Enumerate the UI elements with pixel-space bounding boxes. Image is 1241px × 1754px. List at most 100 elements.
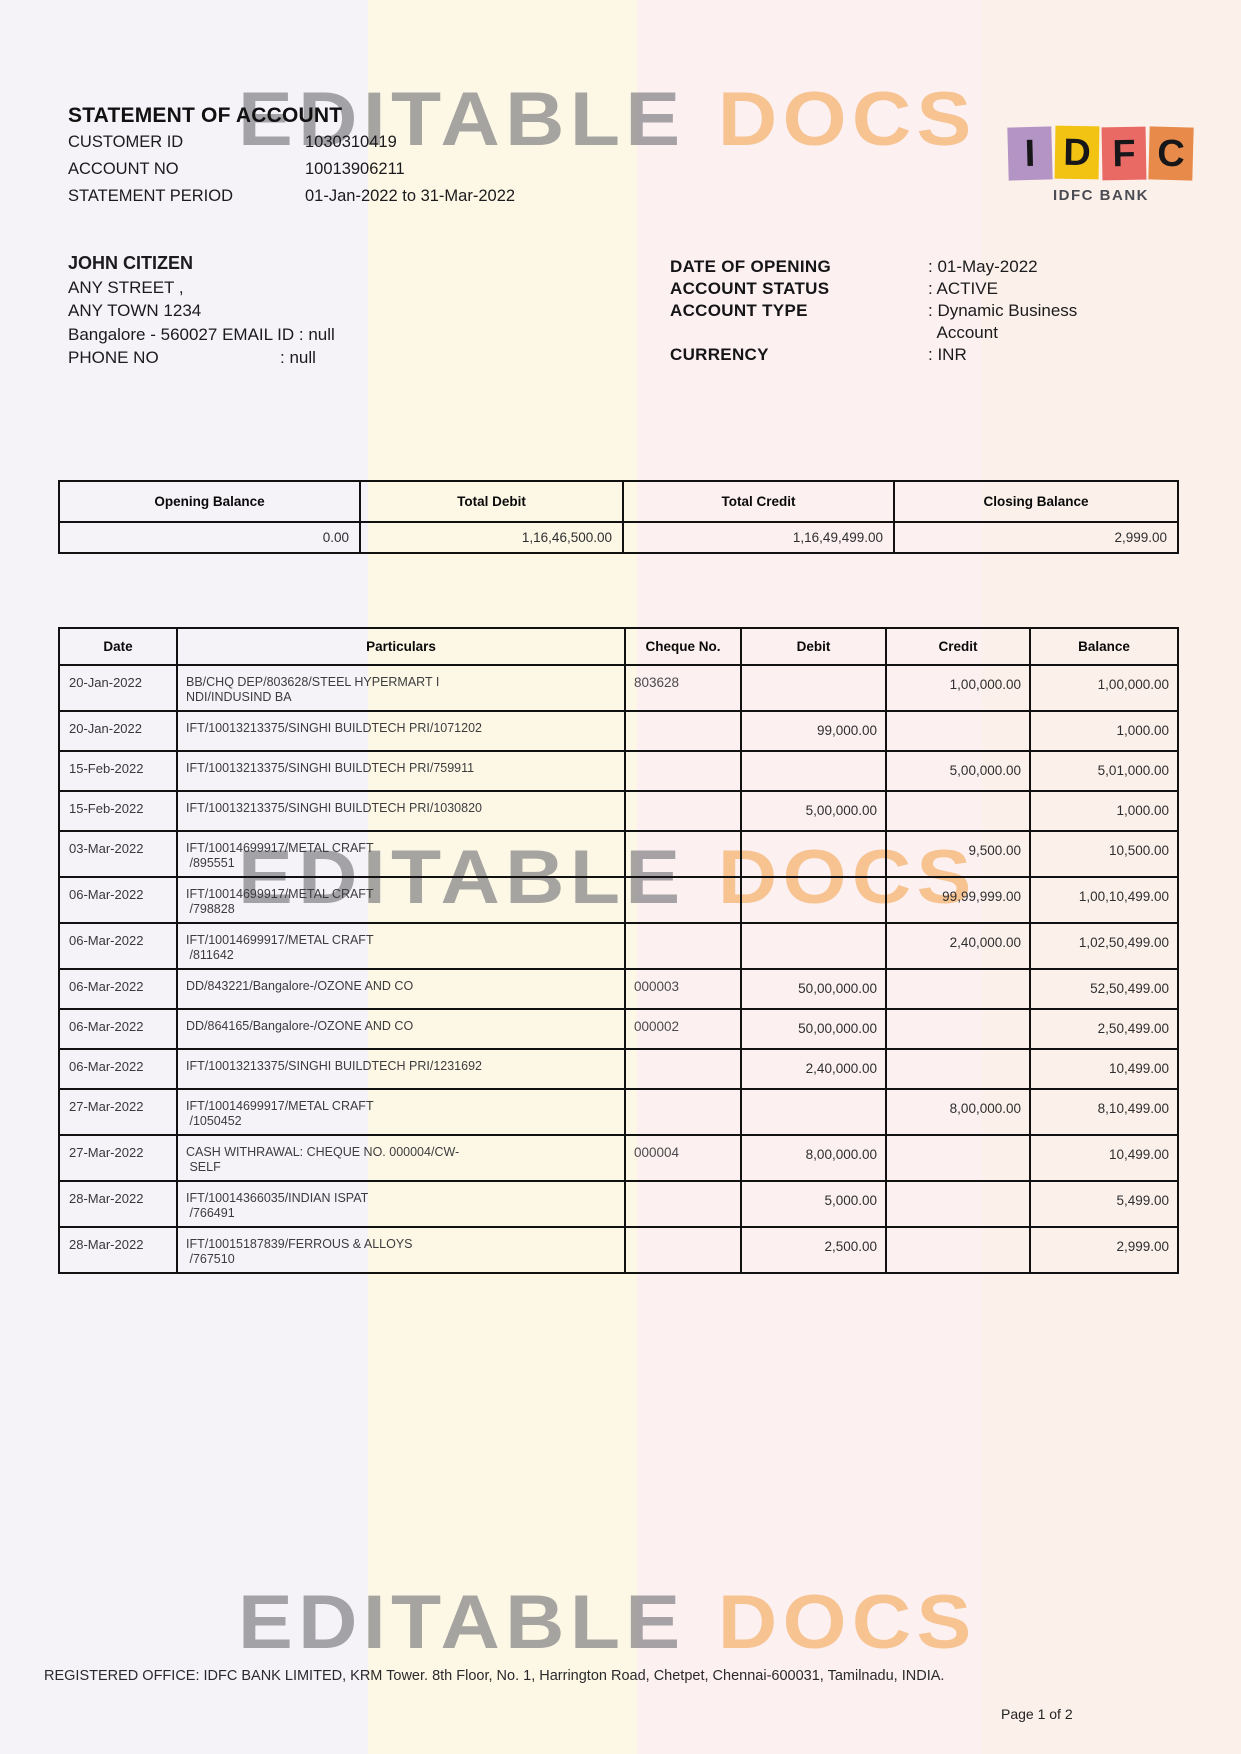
cell-balance: 5,499.00 xyxy=(1029,1180,1179,1228)
cell-particulars: IFT/10013213375/SINGHI BUILDTECH PRI/107… xyxy=(176,710,626,752)
logo-letter-i: I xyxy=(1007,126,1053,181)
cell-date: 15-Feb-2022 xyxy=(58,790,178,832)
cell-particulars: IFT/10014699917/METAL CRAFT /811642 xyxy=(176,922,626,970)
cell-particulars: IFT/10014366035/INDIAN ISPAT /766491 xyxy=(176,1180,626,1228)
cell-credit xyxy=(885,1008,1031,1050)
summary-header-cell: Opening Balance xyxy=(58,480,361,523)
cell-cheque xyxy=(624,1180,742,1228)
account-type-row: ACCOUNT TYPE : Dynamic Business Account xyxy=(670,300,1077,344)
cell-balance: 2,50,499.00 xyxy=(1029,1008,1179,1050)
currency-value: : INR xyxy=(928,345,967,364)
currency-row: CURRENCY : INR xyxy=(670,344,1077,366)
cell-date: 20-Jan-2022 xyxy=(58,664,178,712)
cell-cheque xyxy=(624,750,742,792)
summary-values-row: 0.00 1,16,46,500.00 1,16,49,499.00 2,999.00 xyxy=(58,521,1179,554)
account-status-row: ACCOUNT STATUS : ACTIVE xyxy=(670,278,1077,300)
watermark-docs-text: DOCS xyxy=(717,77,977,162)
date-of-opening-value: : 01-May-2022 xyxy=(928,257,1038,276)
cell-cheque xyxy=(624,922,742,970)
logo-letter-d: D xyxy=(1054,125,1100,180)
transactions-header-cell: Debit xyxy=(740,627,887,666)
summary-header-cell: Total Debit xyxy=(359,480,624,523)
idfc-bank-logo: I D F C IDFC BANK xyxy=(1007,125,1194,204)
account-identifiers: CUSTOMER ID 1030310419 ACCOUNT NO 10013906… xyxy=(68,133,515,214)
cell-particulars: DD/843221/Bangalore-/OZONE AND CO xyxy=(176,968,626,1010)
page-indicator: Page 1 of 2 xyxy=(1001,1706,1073,1722)
transactions-header-cell: Credit xyxy=(885,627,1031,666)
transactions-body: 20-Jan-2022 BB/CHQ DEP/803628/STEEL HYPER… xyxy=(58,664,1179,1274)
transaction-row: 27-Mar-2022 IFT/10014699917/METAL CRAFT /… xyxy=(58,1088,1179,1136)
cell-credit: 2,40,000.00 xyxy=(885,922,1031,970)
cell-credit xyxy=(885,1180,1031,1228)
cell-balance: 10,499.00 xyxy=(1029,1134,1179,1182)
customer-id-label: CUSTOMER ID xyxy=(68,133,184,151)
cell-cheque xyxy=(624,1088,742,1136)
cell-debit xyxy=(740,876,887,924)
cell-date: 15-Feb-2022 xyxy=(58,750,178,792)
cell-debit: 5,00,000.00 xyxy=(740,790,887,832)
cell-cheque: 803628 xyxy=(624,664,742,712)
cell-cheque xyxy=(624,830,742,878)
cell-balance: 10,499.00 xyxy=(1029,1048,1179,1090)
summary-header-cell: Total Credit xyxy=(622,480,895,523)
cell-date: 06-Mar-2022 xyxy=(58,922,178,970)
date-of-opening-row: DATE OF OPENING : 01-May-2022 xyxy=(670,256,1077,278)
account-details-block: DATE OF OPENING : 01-May-2022 ACCOUNT ST… xyxy=(670,256,1077,366)
cell-date: 28-Mar-2022 xyxy=(58,1226,178,1274)
statement-period-row: STATEMENT PERIOD 01-Jan-2022 to 31-Mar-20… xyxy=(68,187,515,214)
cell-date: 27-Mar-2022 xyxy=(58,1088,178,1136)
phone-label: PHONE NO xyxy=(68,348,159,367)
cell-particulars: IFT/10013213375/SINGHI BUILDTECH PRI/759… xyxy=(176,750,626,792)
cell-debit xyxy=(740,1088,887,1136)
cell-credit: 9,500.00 xyxy=(885,830,1031,878)
account-no-label: ACCOUNT NO xyxy=(68,160,179,178)
cell-cheque: 000003 xyxy=(624,968,742,1010)
transaction-row: 20-Jan-2022 IFT/10013213375/SINGHI BUILDT… xyxy=(58,710,1179,752)
cell-cheque xyxy=(624,710,742,752)
cell-date: 06-Mar-2022 xyxy=(58,968,178,1010)
account-type-value: : Dynamic Business Account xyxy=(928,301,1078,342)
account-no-row: ACCOUNT NO 10013906211 xyxy=(68,160,515,187)
cell-credit xyxy=(885,1048,1031,1090)
cell-particulars: IFT/10013213375/SINGHI BUILDTECH PRI/123… xyxy=(176,1048,626,1090)
cell-debit: 8,00,000.00 xyxy=(740,1134,887,1182)
summary-header-cell: Closing Balance xyxy=(893,480,1179,523)
transactions-header-row: Date Particulars Cheque No. Debit Credit Bala… xyxy=(58,627,1179,666)
transaction-row: 15-Feb-2022 IFT/10013213375/SINGHI BUILDT… xyxy=(58,750,1179,792)
cell-balance: 10,500.00 xyxy=(1029,830,1179,878)
customer-id-value: 1030310419 xyxy=(305,133,397,151)
transaction-row: 28-Mar-2022 IFT/10015187839/FERROUS & ALL… xyxy=(58,1226,1179,1274)
cell-particulars: IFT/10013213375/SINGHI BUILDTECH PRI/103… xyxy=(176,790,626,832)
transaction-row: 15-Feb-2022 IFT/10013213375/SINGHI BUILDT… xyxy=(58,790,1179,832)
cell-balance: 8,10,499.00 xyxy=(1029,1088,1179,1136)
cell-credit: 8,00,000.00 xyxy=(885,1088,1031,1136)
cell-debit: 2,500.00 xyxy=(740,1226,887,1274)
transactions-header-cell: Particulars xyxy=(176,627,626,666)
account-status-value: : ACTIVE xyxy=(928,279,998,298)
cell-credit xyxy=(885,710,1031,752)
statement-period-value: 01-Jan-2022 to 31-Mar-2022 xyxy=(305,187,516,205)
cell-date: 06-Mar-2022 xyxy=(58,1008,178,1050)
cell-cheque: 000004 xyxy=(624,1134,742,1182)
bank-name-text: IDFC BANK xyxy=(1053,187,1149,204)
transaction-row: 20-Jan-2022 BB/CHQ DEP/803628/STEEL HYPER… xyxy=(58,664,1179,712)
transaction-row: 06-Mar-2022 IFT/10014699917/METAL CRAFT /… xyxy=(58,876,1179,924)
phone-value: : null xyxy=(280,348,316,367)
customer-phone-row: PHONE NO : null xyxy=(68,346,335,370)
summary-table: Opening Balance Total Debit Total Credit Cl… xyxy=(58,480,1179,554)
cell-date: 06-Mar-2022 xyxy=(58,1048,178,1090)
cell-particulars: IFT/10015187839/FERROUS & ALLOYS /767510 xyxy=(176,1226,626,1274)
cell-balance: 1,000.00 xyxy=(1029,790,1179,832)
idfc-logo-squares: I D F C xyxy=(1007,125,1194,181)
customer-info-block: JOHN CITIZEN ANY STREET , ANY TOWN 1234 … xyxy=(68,252,335,370)
customer-name: JOHN CITIZEN xyxy=(68,253,194,273)
cell-particulars: IFT/10014699917/METAL CRAFT /895551 xyxy=(176,830,626,878)
cell-particulars: IFT/10014699917/METAL CRAFT /1050452 xyxy=(176,1088,626,1136)
cell-debit: 2,40,000.00 xyxy=(740,1048,887,1090)
transactions-header-cell: Date xyxy=(58,627,178,666)
transaction-row: 06-Mar-2022 IFT/10013213375/SINGHI BUILDT… xyxy=(58,1048,1179,1090)
cell-particulars: BB/CHQ DEP/803628/STEEL HYPERMART I NDI/… xyxy=(176,664,626,712)
transactions-header-cell: Cheque No. xyxy=(624,627,742,666)
cell-particulars: DD/864165/Bangalore-/OZONE AND CO xyxy=(176,1008,626,1050)
